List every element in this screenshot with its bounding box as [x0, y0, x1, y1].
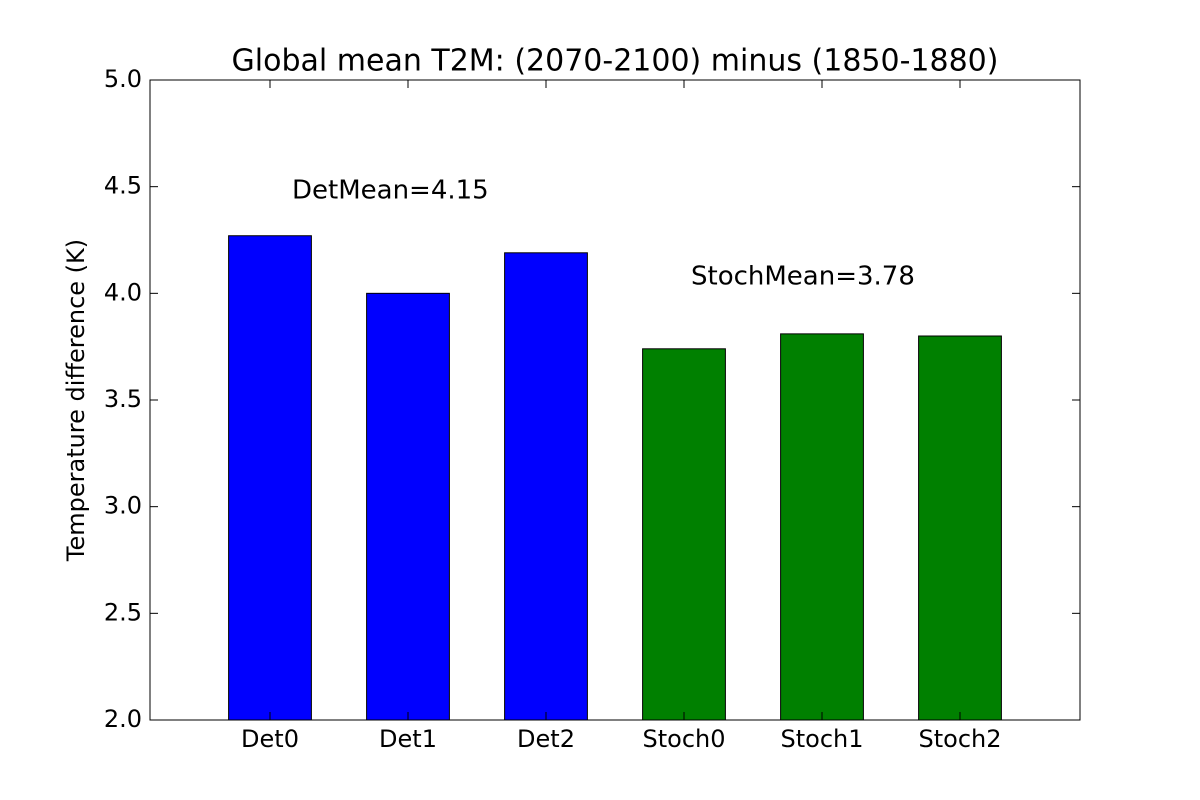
y-tick-label: 3.0 — [104, 492, 142, 520]
bar — [780, 333, 864, 721]
y-axis-label: Temperature difference (K) — [62, 239, 90, 562]
annotation: DetMean=4.15 — [292, 176, 489, 206]
y-tick-label: 4.0 — [104, 278, 142, 306]
y-tick-label: 3.5 — [104, 385, 142, 413]
bar — [504, 252, 588, 721]
x-tick-label: Det2 — [517, 725, 575, 753]
x-tick-label: Stoch1 — [780, 725, 863, 753]
annotation: StochMean=3.78 — [691, 262, 915, 292]
bar — [366, 292, 450, 721]
x-tick-label: Stoch0 — [642, 725, 725, 753]
x-tick-label: Det1 — [379, 725, 437, 753]
y-tick-label: 2.0 — [104, 705, 142, 733]
x-tick-label: Stoch2 — [918, 725, 1001, 753]
bar — [642, 348, 726, 721]
y-tick-label: 2.5 — [104, 598, 142, 626]
plot-frame — [149, 79, 1081, 721]
bar — [228, 235, 312, 721]
bar — [918, 335, 1002, 721]
y-tick-label: 4.5 — [104, 172, 142, 200]
y-tick-label: 5.0 — [104, 65, 142, 93]
x-tick-label: Det0 — [241, 725, 299, 753]
chart-title: Global mean T2M: (2070-2100) minus (1850… — [232, 44, 999, 79]
